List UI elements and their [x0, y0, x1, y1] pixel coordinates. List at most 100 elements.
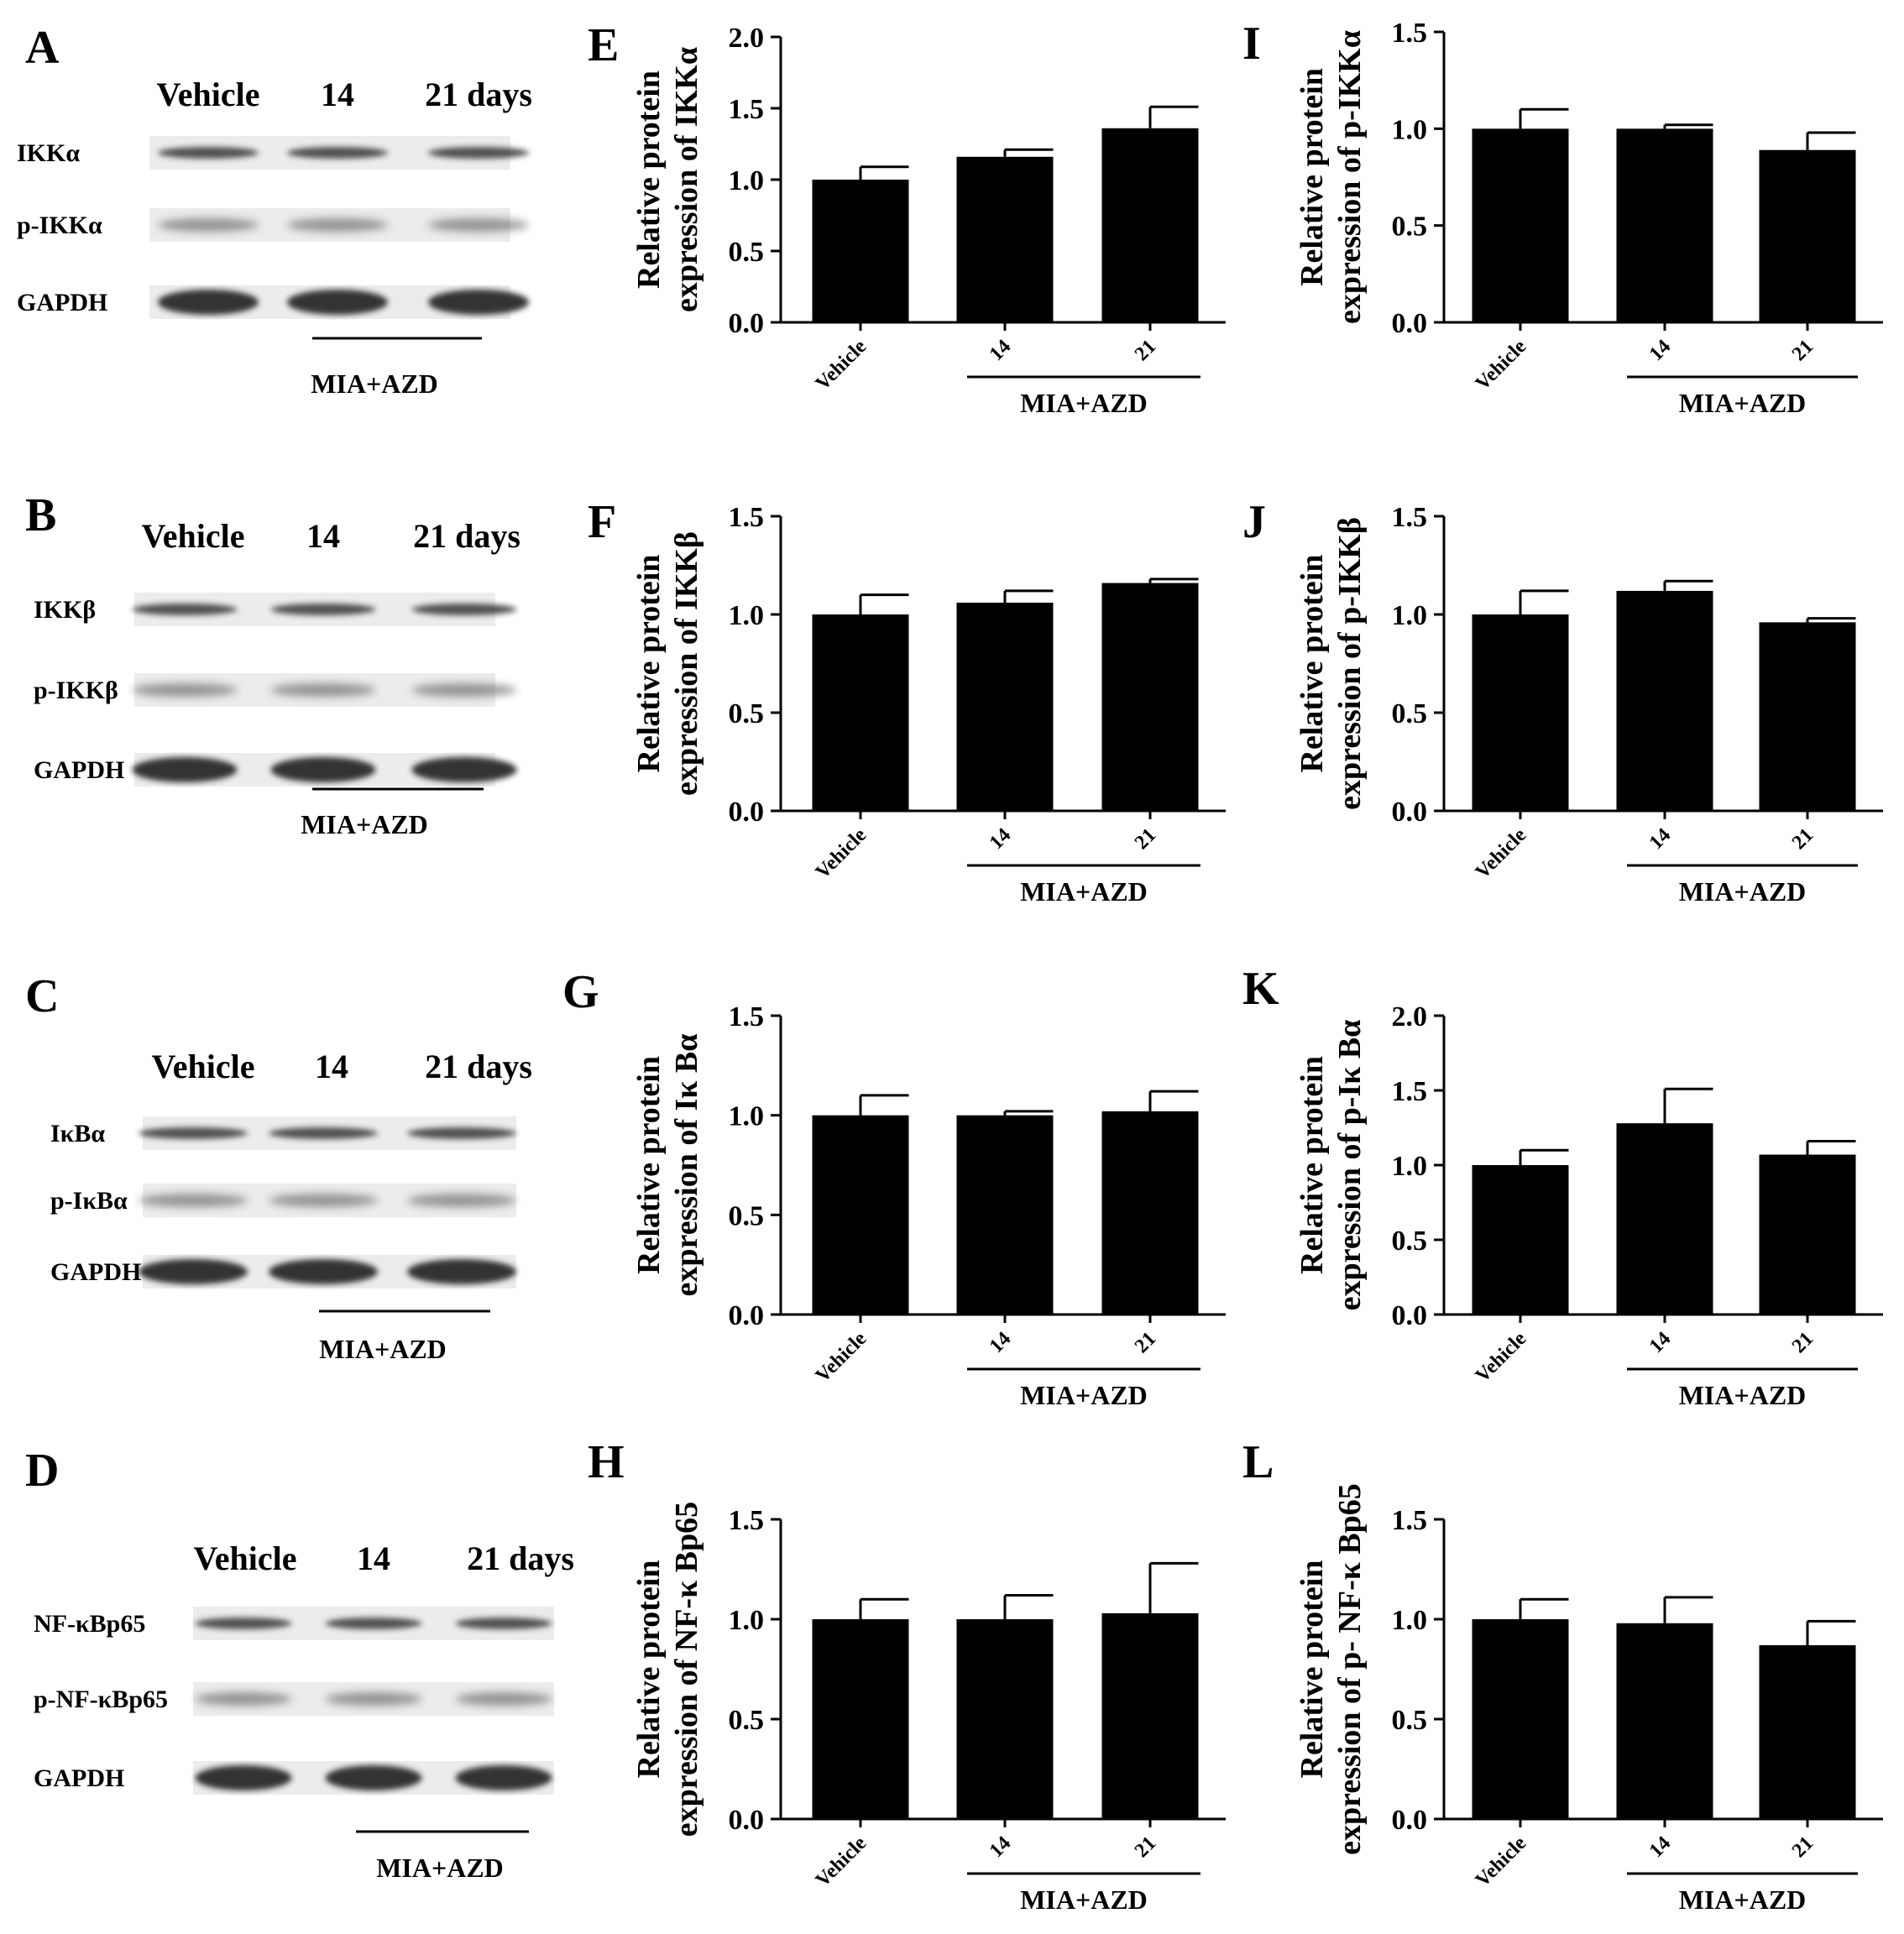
y-tick-label: 0.0	[1392, 1805, 1428, 1836]
x-tick-label: Vehicle	[1472, 1328, 1531, 1388]
y-tick-label: 1.5	[1392, 18, 1428, 49]
panel-letter: J	[1242, 496, 1266, 548]
y-tick-label: 1.0	[729, 1101, 765, 1132]
blot-panel-d: D Vehicle 14 21 days NF-κBp65 p-NF-κBp65 GAPDH…	[25, 1445, 574, 1883]
row-label: IKKα	[17, 139, 80, 167]
y-tick-label: 0.5	[1392, 212, 1428, 243]
y-axis-label: Relative protein	[1295, 555, 1330, 773]
y-tick-label: 0.5	[729, 1200, 765, 1231]
panel-letter: G	[562, 966, 599, 1018]
bar	[1616, 1123, 1713, 1315]
y-axis-label: Relative protein	[631, 555, 667, 773]
y-tick-label: 0.0	[1392, 308, 1428, 339]
protein-band	[158, 290, 259, 315]
lane-label: Vehicle	[142, 517, 245, 555]
bar-chart-e: E 0.0 0.5 1.0 1.5 2.0 Relative protein expressi…	[588, 19, 1226, 418]
bar	[1101, 583, 1199, 811]
panel-letter: B	[25, 489, 56, 541]
bar-chart-h: H 0.0 0.5 1.0 1.5 Relative protein expression …	[588, 1436, 1226, 1915]
y-tick-label: 1.0	[729, 1605, 765, 1636]
bar	[956, 1619, 1054, 1819]
lane-label: 21 days	[425, 1048, 532, 1085]
group-label: MIA+AZD	[1020, 1380, 1148, 1410]
bar	[1472, 1619, 1569, 1819]
group-label: MIA+AZD	[1679, 876, 1807, 907]
x-tick-label: Vehicle	[812, 336, 871, 395]
protein-band	[428, 290, 529, 315]
group-label: MIA+AZD	[319, 1334, 447, 1364]
bar	[956, 1115, 1054, 1315]
protein-band	[411, 604, 517, 615]
y-tick-label: 2.0	[729, 23, 765, 54]
y-tick-label: 0.5	[729, 698, 765, 729]
y-tick-label: 1.5	[1392, 1505, 1428, 1536]
protein-band	[270, 604, 376, 615]
x-tick-label: 21	[1788, 824, 1818, 854]
lane-label: 14	[321, 76, 354, 113]
y-tick-label: 0.5	[729, 1705, 765, 1736]
row-label: GAPDH	[34, 756, 124, 784]
protein-band	[269, 1259, 378, 1284]
x-tick-label: 21	[1131, 336, 1160, 365]
y-axis-label: expression of p-IKKβ	[1332, 517, 1368, 810]
bar	[956, 602, 1054, 811]
y-axis-label: Relative protein	[631, 1056, 667, 1274]
group-label: MIA+AZD	[301, 809, 428, 839]
bar	[1759, 622, 1856, 811]
y-tick-label: 1.0	[1392, 1151, 1428, 1182]
bar	[812, 1115, 909, 1315]
lane-label: Vehicle	[194, 1539, 297, 1577]
bar	[1616, 128, 1713, 322]
x-tick-label: 21	[1788, 336, 1818, 365]
protein-band	[287, 218, 388, 232]
bar	[1759, 1644, 1856, 1819]
protein-band	[411, 757, 517, 782]
x-tick-label: 14	[986, 1328, 1015, 1357]
bar	[1472, 128, 1569, 322]
y-axis-label: expression of p-Iκ Bα	[1332, 1020, 1368, 1311]
y-tick-label: 1.5	[729, 94, 765, 125]
y-tick-label: 1.5	[729, 502, 765, 533]
protein-band	[325, 1692, 422, 1706]
x-tick-label: 14	[986, 1832, 1015, 1862]
blot-panel-b: B Vehicle 14 21 days IKKβ p-IKKβ GAPDH MIA+AZD	[25, 489, 520, 839]
y-tick-label: 1.5	[729, 1505, 765, 1536]
y-axis-label: Relative protein	[631, 71, 667, 289]
x-tick-label: Vehicle	[812, 824, 871, 884]
bar-chart-i: I 0.0 0.5 1.0 1.5 Relative protein expression …	[1242, 18, 1883, 418]
protein-band	[287, 290, 388, 315]
bar	[1616, 590, 1713, 811]
y-axis-label: Relative protein	[1295, 1560, 1330, 1779]
protein-band	[270, 683, 376, 697]
bar	[956, 156, 1054, 322]
y-axis-label: expression of p-IKKα	[1332, 30, 1368, 324]
y-axis-label: expression of NF-κ Bp65	[669, 1502, 704, 1837]
panel-letter: L	[1242, 1436, 1274, 1488]
group-label: MIA+AZD	[311, 369, 438, 399]
panel-letter: C	[25, 970, 59, 1022]
row-label: IKKβ	[34, 596, 96, 624]
x-tick-label: Vehicle	[1472, 1832, 1531, 1892]
bar	[1101, 1111, 1199, 1315]
protein-band	[428, 218, 529, 232]
bar	[812, 1619, 909, 1819]
bar	[812, 180, 909, 322]
group-label: MIA+AZD	[1020, 388, 1148, 418]
y-tick-label: 2.0	[1392, 1001, 1428, 1032]
x-tick-label: Vehicle	[1472, 824, 1531, 884]
y-axis-label: Relative protein	[1295, 1056, 1330, 1274]
protein-band	[407, 1194, 516, 1207]
x-tick-label: 21	[1131, 1832, 1160, 1862]
y-tick-label: 0.0	[729, 1805, 765, 1836]
panel-letter: I	[1242, 18, 1261, 70]
x-tick-label: 21	[1131, 1328, 1160, 1357]
protein-band	[269, 1194, 378, 1207]
y-tick-label: 1.0	[729, 600, 765, 631]
bar	[1472, 614, 1569, 811]
bar	[1616, 1623, 1713, 1819]
x-tick-label: Vehicle	[812, 1328, 871, 1388]
group-label: MIA+AZD	[1679, 388, 1807, 418]
protein-band	[325, 1618, 422, 1629]
